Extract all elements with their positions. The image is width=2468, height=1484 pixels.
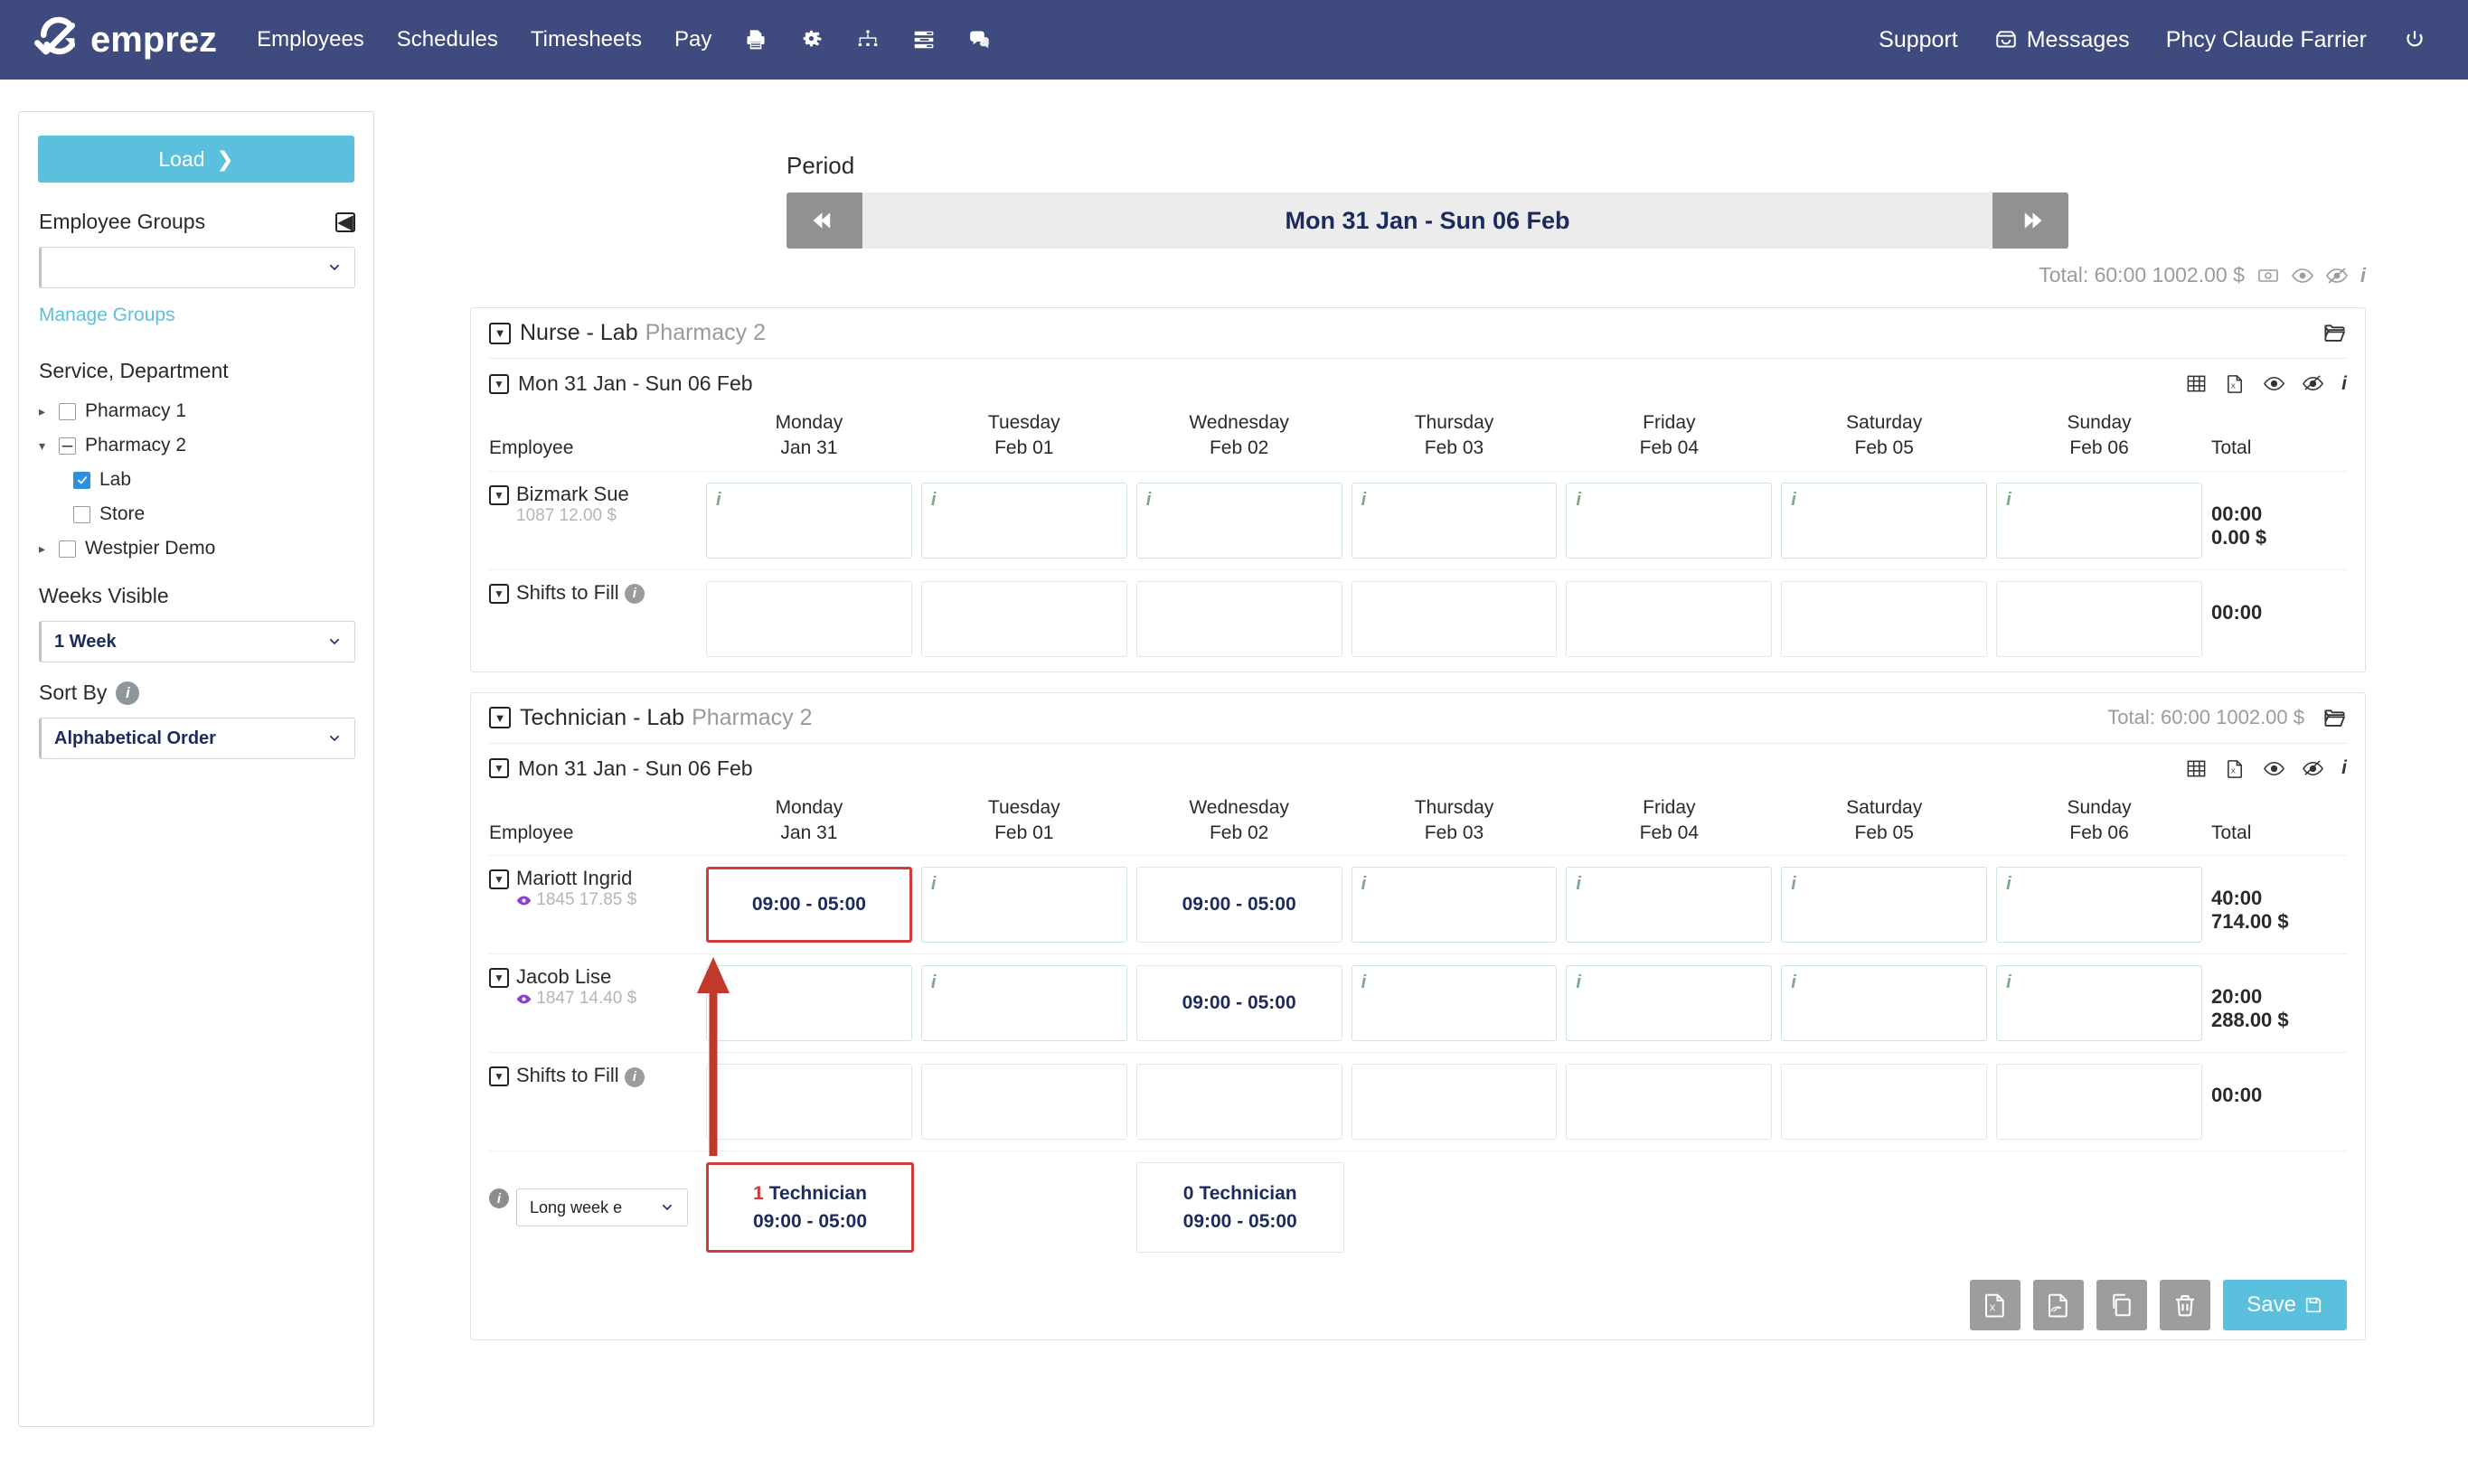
svg-text:X: X	[2231, 381, 2236, 390]
svg-text:X: X	[2231, 766, 2236, 775]
svg-text:X: X	[1990, 1304, 1996, 1314]
